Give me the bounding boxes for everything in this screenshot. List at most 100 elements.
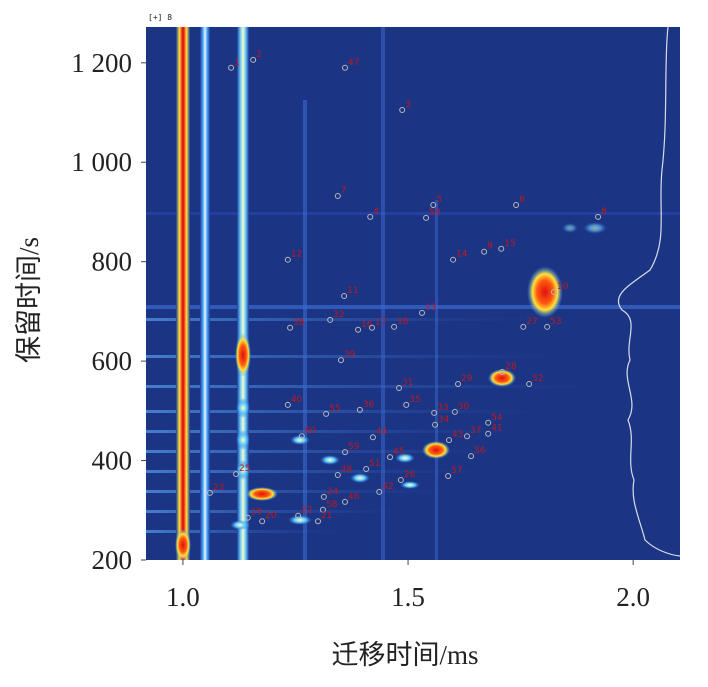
- peak-marker: [363, 466, 370, 473]
- peak-marker: [250, 56, 257, 63]
- peak-marker: [550, 289, 557, 296]
- peak-label: 8: [601, 207, 607, 217]
- peak-marker: [228, 64, 235, 71]
- peak-marker: [485, 419, 492, 426]
- peak-label: 59: [348, 442, 360, 452]
- peak-marker: [396, 384, 403, 391]
- peak-marker: [259, 518, 266, 525]
- y-tick-label: 1 000: [71, 147, 132, 177]
- x-axis-label: 迁移时间/ms: [331, 640, 478, 670]
- peak-marker: [341, 292, 348, 299]
- y-tick-label: 1 200: [71, 48, 132, 78]
- peak-label: 40: [291, 395, 303, 405]
- peak-label: 21: [321, 511, 332, 521]
- peak-marker: [403, 401, 410, 408]
- peak-label: 27: [526, 317, 537, 327]
- peak-label: 9: [487, 242, 493, 252]
- x-tick-label: 2.0: [616, 582, 650, 612]
- peak-marker: [356, 406, 363, 413]
- peak-label: 29: [461, 374, 473, 384]
- peak-label: 52: [532, 374, 543, 384]
- peak-marker: [450, 256, 457, 263]
- peak-label: 46: [348, 492, 360, 502]
- peak-marker: [526, 380, 533, 387]
- peak-label: 22: [301, 506, 312, 516]
- y-axis-label: 保留时间/s: [14, 237, 44, 363]
- x-tick-label: 1.0: [166, 582, 200, 612]
- peak-marker: [295, 512, 302, 519]
- peak-marker: [498, 245, 505, 252]
- peak-label: 1: [234, 58, 240, 68]
- peak-label: 24: [327, 487, 339, 497]
- peak-label: 51: [369, 459, 380, 469]
- peak-label: 12: [291, 250, 302, 260]
- peak-label: 42: [382, 482, 393, 492]
- peak-label: 11: [347, 286, 358, 296]
- peak-marker: [369, 324, 376, 331]
- peak-marker: [485, 430, 492, 437]
- peak-label: 7: [341, 186, 347, 196]
- peak-label: 55: [329, 404, 340, 414]
- peak-marker: [391, 323, 398, 330]
- y-tick-label: 200: [92, 545, 133, 575]
- heatmap-shade: [146, 27, 680, 560]
- peak-marker: [342, 498, 349, 505]
- peak-label: 26: [404, 470, 416, 480]
- peak-label: 54: [491, 413, 503, 423]
- peak-marker: [397, 476, 404, 483]
- peak-label: 18: [397, 317, 409, 327]
- peak-marker: [327, 316, 334, 323]
- peak-marker: [320, 493, 327, 500]
- peak-label: 58: [326, 500, 338, 510]
- ion-spectrum-curve: [617, 26, 681, 557]
- peak-marker: [287, 324, 294, 331]
- peak-label: 6: [519, 195, 525, 205]
- y-tick-label: 400: [92, 446, 133, 476]
- peak-marker: [544, 323, 551, 330]
- peak-marker: [455, 380, 462, 387]
- peak-marker: [430, 201, 437, 208]
- peak-marker: [481, 248, 488, 255]
- x-tick-label: 1.5: [391, 582, 425, 612]
- peak-marker: [244, 514, 251, 521]
- peak-marker: [342, 449, 349, 456]
- peak-label: 19: [251, 508, 263, 518]
- peak-label: 33: [437, 403, 448, 413]
- peak-marker: [419, 309, 426, 316]
- peak-marker: [432, 421, 439, 428]
- peak-marker: [334, 193, 341, 200]
- peak-label: 57: [451, 466, 462, 476]
- peak-marker: [355, 326, 362, 333]
- peak-marker: [323, 410, 330, 417]
- intensity-blobs: [175, 222, 607, 561]
- peak-marker: [446, 437, 453, 444]
- peak-marker: [399, 107, 406, 114]
- peak-label: 5: [436, 195, 442, 205]
- peak-marker: [387, 454, 394, 461]
- peak-label: 20: [265, 511, 277, 521]
- peak-label: 50: [429, 208, 441, 218]
- peak-marker: [376, 488, 383, 495]
- header-note: [+] 8: [148, 13, 172, 22]
- peak-label: 37: [470, 426, 481, 436]
- peak-label: 45: [393, 447, 404, 457]
- peak-marker: [423, 214, 430, 221]
- peak-label: 35: [409, 395, 420, 405]
- peak-marker: [284, 401, 291, 408]
- vertical-stripes: [176, 27, 438, 560]
- peak-label: 60: [305, 426, 317, 436]
- peak-label: 2: [256, 50, 262, 60]
- peak-label: 14: [456, 250, 468, 260]
- peak-label: 13: [425, 303, 436, 313]
- peak-marker: [314, 518, 321, 525]
- peak-label: 53: [550, 317, 561, 327]
- peak-marker: [369, 434, 376, 441]
- peak-label: 41: [491, 424, 502, 434]
- peak-marker: [284, 256, 291, 263]
- peak-label: 3: [405, 100, 411, 110]
- peak-marker: [298, 433, 305, 440]
- y-tick-label: 600: [92, 346, 133, 376]
- peak-label: 16: [361, 320, 373, 330]
- peak-label: 48: [341, 465, 353, 475]
